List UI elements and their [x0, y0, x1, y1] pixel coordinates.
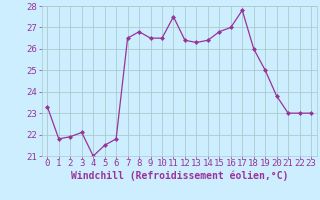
X-axis label: Windchill (Refroidissement éolien,°C): Windchill (Refroidissement éolien,°C) — [70, 171, 288, 181]
